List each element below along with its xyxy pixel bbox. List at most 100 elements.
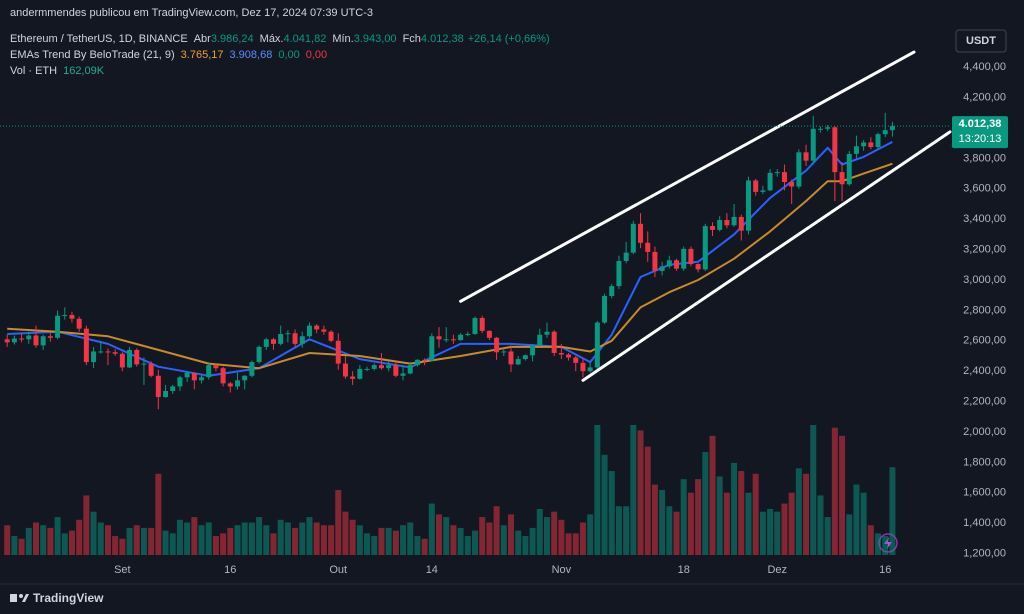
x-tick-label: 14 [426,564,438,576]
volume-bar [824,517,831,555]
legend-item: 3.765,17 [181,49,224,61]
candle-body [724,219,730,226]
candle-body [76,318,82,329]
candle-body [206,365,212,378]
volume-bar [666,506,673,555]
candle-body [400,373,406,376]
volume-bar [292,527,299,555]
volume-bar [738,471,745,555]
candle-body [335,340,341,364]
x-tick-label: 18 [678,564,690,576]
candle-body [745,180,751,231]
volume-bar [536,508,543,555]
legend-item: 3.986,24 [211,33,254,45]
volume-bar [227,527,234,555]
candle-body [486,330,492,338]
candle-body [306,325,312,337]
y-tick-label: 2,800,00 [963,304,1006,316]
candle-body [285,333,291,335]
volume-bar [630,425,637,555]
candle-body [191,372,197,381]
volume-bar [867,525,874,555]
candle-body [846,153,852,185]
candle-body [314,325,320,330]
volume-bar [313,522,320,555]
candle-body [270,339,276,344]
legend-item: 3.943,00 [354,33,397,45]
volume-bar [263,525,270,555]
candle-body [781,172,787,182]
candle-body [163,390,169,398]
volume-bar [104,525,111,555]
legend-item: 0,00 [306,49,327,61]
volume-bar [90,511,97,555]
candle-body [47,336,53,338]
volume-bar [400,525,407,555]
candle-body [882,130,888,135]
candle-body [767,172,773,191]
candle-body [227,383,233,387]
candle-body [695,264,701,270]
volume-bar [335,490,342,555]
candle-body [414,359,420,366]
candle-body [278,333,284,344]
volume-bar [702,452,709,555]
candle-body [652,251,658,271]
candle-body [681,248,687,269]
volume-bar [428,503,435,555]
y-tick-label: 1,800,00 [963,456,1006,468]
candle-body [242,375,248,381]
volume-bar [284,522,291,555]
candle-body [551,331,557,353]
legend-item: +26,14 (+0,66%) [468,33,550,45]
candle-body [861,142,867,147]
candle-body [609,286,615,296]
candle-body [817,128,823,130]
volume-bar [356,525,363,555]
candle-body [803,152,809,161]
candle-body [753,180,759,192]
volume-bar [565,533,572,555]
volume-bar [133,525,140,555]
volume-bar [723,492,730,555]
y-tick-label: 2,600,00 [963,335,1006,347]
volume-bar [860,492,867,555]
candle-body [522,355,528,360]
candle-body [515,359,521,365]
legend-row: Ethereum / TetherUS, 1D, BINANCE Abr3.986… [10,33,550,45]
candle-body [98,351,104,353]
candle-body [357,368,363,379]
y-tick-label: 3,000,00 [963,274,1006,286]
candle-body [479,318,485,331]
currency-box[interactable] [955,29,1007,53]
volume-bar [176,519,183,555]
candle-body [537,334,543,346]
candle-body [738,216,744,231]
y-tick-label: 3,400,00 [963,213,1006,225]
volume-bar [407,522,414,555]
volume-bar [241,522,248,555]
x-tick-label: Out [329,564,347,576]
volume-bar [371,536,378,555]
volume-bar [68,530,75,555]
candle-body [623,252,629,262]
y-tick-label: 3,800,00 [963,152,1006,164]
volume-bar [364,533,371,555]
x-tick-label: Dez [767,564,787,576]
currency: USDT [966,35,996,47]
x-tick-label: 16 [879,564,891,576]
candle-body [55,315,61,338]
candle-body [91,351,97,363]
candle-body [674,260,680,269]
volume-bar [515,530,522,555]
volume-bar [817,495,824,555]
candle-body [839,172,845,185]
volume-bar [731,462,738,555]
legend-item: EMAs Trend By BeloTrade (21, 9) [10,49,175,61]
candle-body [472,318,478,334]
legend-item: 4.041,82 [284,33,327,45]
volume-bar [457,527,464,555]
candle-body [220,368,226,384]
